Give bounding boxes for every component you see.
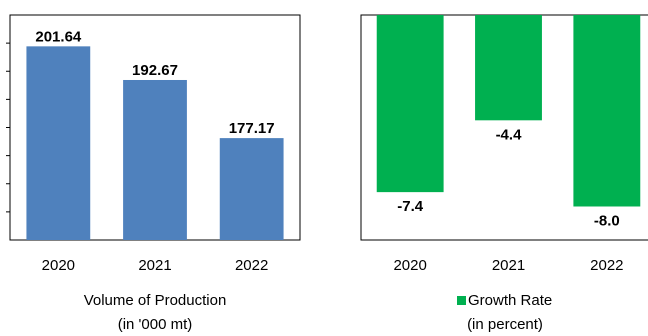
y-axis-ticks [6,42,10,213]
bar-2021 [475,15,542,121]
chart-caption-line2: (in percent) [467,316,543,333]
data-label-2020: 201.64 [35,28,82,45]
data-label-2022: 177.17 [229,120,275,137]
legend-label: Growth Rate [468,292,552,309]
legend: Growth Rate [457,292,552,309]
bar-2022 [219,138,284,240]
category-label-2021: 2021 [138,257,171,274]
bar-2021 [123,79,187,240]
category-labels: 2020 2021 2022 [42,257,269,274]
data-label-2020: -7.4 [397,198,424,215]
data-label-2022: -8.0 [594,212,620,229]
data-labels: 201.64 192.67 177.17 [35,28,274,137]
bars [376,15,641,207]
category-label-2020: 2020 [42,257,75,274]
chart-caption-line1: Volume of Production [84,292,227,309]
category-labels: 2020 2021 2022 [393,257,623,274]
growth-rate-chart: -7.4 -4.4 -8.0 2020 2021 2022 Growth Rate (i… [360,14,648,333]
category-label-2022: 2022 [235,257,268,274]
bar-2020 [376,15,444,193]
chart-caption-line2: (in '000 mt) [118,316,193,333]
category-label-2020: 2020 [393,257,426,274]
data-label-2021: -4.4 [496,126,523,143]
data-label-2021: 192.67 [132,62,178,79]
volume-of-production-chart: 201.64 192.67 177.17 2020 2021 2022 Volume o… [6,14,301,333]
bar-2022 [573,15,641,207]
bar-2020 [26,46,91,240]
data-labels: -7.4 -4.4 -8.0 [397,126,620,229]
category-label-2022: 2022 [590,257,623,274]
category-label-2021: 2021 [492,257,525,274]
legend-swatch [457,296,466,305]
bars [26,46,284,240]
